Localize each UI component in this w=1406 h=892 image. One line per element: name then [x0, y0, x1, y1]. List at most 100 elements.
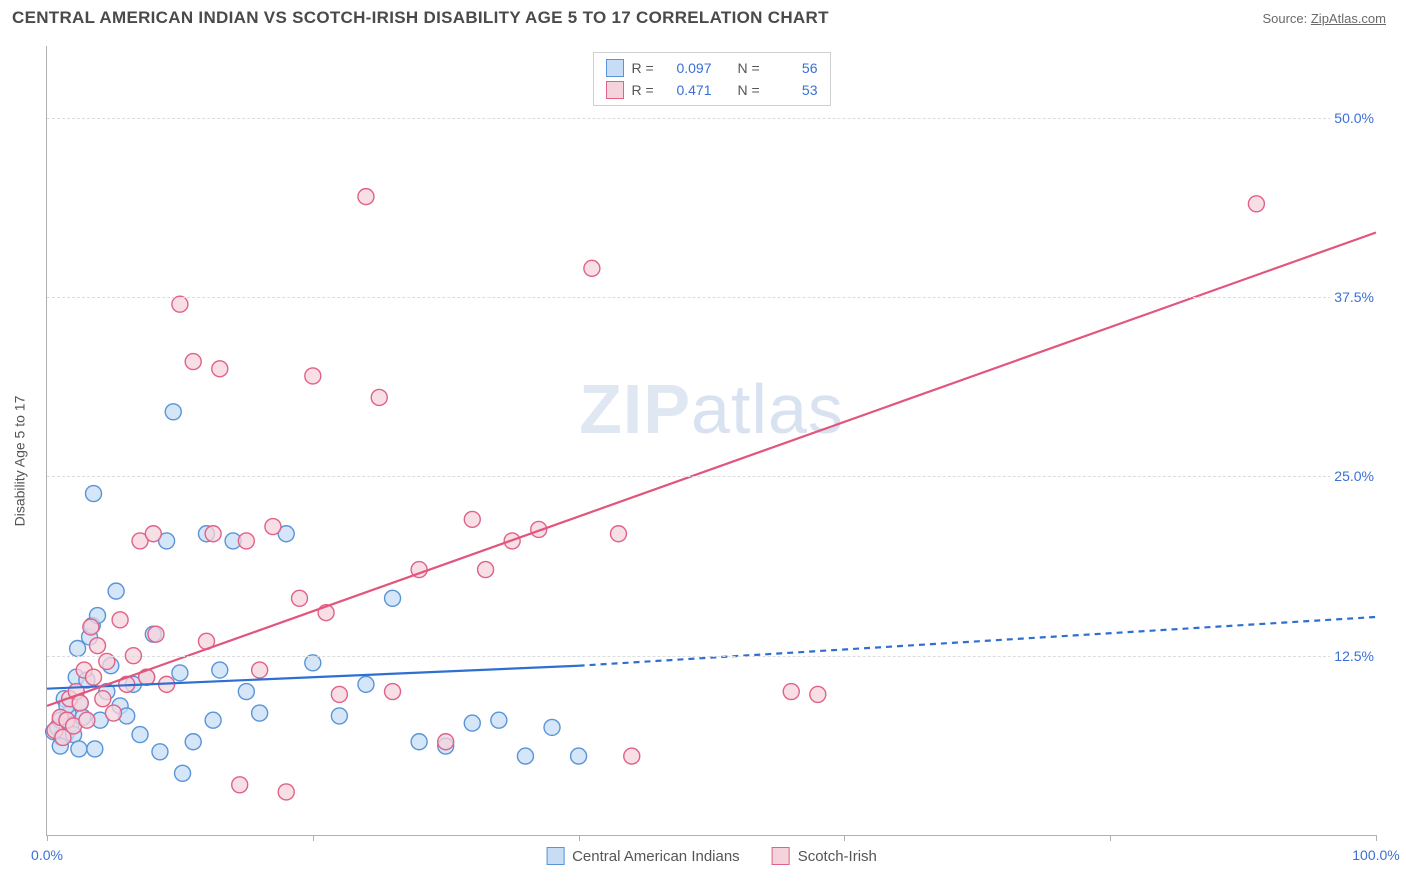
data-point — [610, 526, 626, 542]
y-tick-label: 12.5% — [1330, 648, 1378, 664]
x-tick-mark — [313, 835, 314, 841]
trend-line — [579, 617, 1376, 666]
data-point — [83, 619, 99, 635]
y-tick-label: 25.0% — [1330, 468, 1378, 484]
chart-container: Disability Age 5 to 17 ZIPatlas R = 0.09… — [0, 36, 1406, 886]
correlation-row-b: R = 0.471 N = 53 — [606, 79, 818, 101]
gridline — [47, 297, 1376, 298]
data-point — [252, 662, 268, 678]
scatter-svg — [47, 46, 1376, 835]
x-tick-mark — [1376, 835, 1377, 841]
data-point — [810, 686, 826, 702]
data-point — [464, 511, 480, 527]
r-value-a: 0.097 — [666, 60, 712, 76]
data-point — [292, 590, 308, 606]
source-link[interactable]: ZipAtlas.com — [1311, 11, 1386, 26]
legend-label-b: Scotch-Irish — [798, 848, 877, 865]
data-point — [148, 626, 164, 642]
y-axis-label-container: Disability Age 5 to 17 — [4, 36, 34, 886]
data-point — [331, 708, 347, 724]
data-point — [86, 669, 102, 685]
data-point — [232, 777, 248, 793]
x-tick-label: 0.0% — [31, 847, 63, 863]
data-point — [252, 705, 268, 721]
data-point — [305, 368, 321, 384]
y-axis-label: Disability Age 5 to 17 — [11, 396, 27, 527]
data-point — [172, 665, 188, 681]
data-point — [624, 748, 640, 764]
x-tick-mark — [579, 835, 580, 841]
data-point — [1248, 196, 1264, 212]
legend-label-a: Central American Indians — [572, 848, 740, 865]
data-point — [105, 705, 121, 721]
series-legend: Central American Indians Scotch-Irish — [546, 847, 877, 865]
data-point — [152, 744, 168, 760]
r-label: R = — [632, 60, 658, 76]
legend-item-a: Central American Indians — [546, 847, 740, 865]
chart-title: CENTRAL AMERICAN INDIAN VS SCOTCH-IRISH … — [12, 8, 829, 28]
data-point — [265, 519, 281, 535]
gridline — [47, 656, 1376, 657]
data-point — [358, 676, 374, 692]
data-point — [87, 741, 103, 757]
data-point — [331, 686, 347, 702]
swatch-series-b — [772, 847, 790, 865]
data-point — [438, 734, 454, 750]
data-point — [517, 748, 533, 764]
data-point — [172, 296, 188, 312]
data-point — [72, 695, 88, 711]
data-point — [385, 590, 401, 606]
swatch-series-a — [546, 847, 564, 865]
y-tick-label: 37.5% — [1330, 289, 1378, 305]
data-point — [411, 734, 427, 750]
data-point — [132, 727, 148, 743]
chart-header: CENTRAL AMERICAN INDIAN VS SCOTCH-IRISH … — [0, 0, 1406, 36]
data-point — [90, 638, 106, 654]
data-point — [175, 765, 191, 781]
data-point — [95, 691, 111, 707]
data-point — [544, 719, 560, 735]
correlation-legend: R = 0.097 N = 56 R = 0.471 N = 53 — [593, 52, 831, 106]
r-value-b: 0.471 — [666, 82, 712, 98]
data-point — [478, 562, 494, 578]
data-point — [112, 612, 128, 628]
x-tick-mark — [1110, 835, 1111, 841]
data-point — [238, 684, 254, 700]
data-point — [783, 684, 799, 700]
correlation-row-a: R = 0.097 N = 56 — [606, 57, 818, 79]
data-point — [145, 526, 161, 542]
data-point — [385, 684, 401, 700]
source-label: Source: — [1262, 11, 1310, 26]
data-point — [238, 533, 254, 549]
data-point — [212, 662, 228, 678]
x-tick-label: 100.0% — [1352, 847, 1399, 863]
data-point — [571, 748, 587, 764]
data-point — [491, 712, 507, 728]
source-attribution: Source: ZipAtlas.com — [1262, 11, 1386, 26]
swatch-series-b — [606, 81, 624, 99]
data-point — [185, 354, 201, 370]
gridline — [47, 118, 1376, 119]
data-point — [205, 526, 221, 542]
plot-area: ZIPatlas R = 0.097 N = 56 R = 0.471 N = … — [46, 46, 1376, 836]
trend-line — [47, 232, 1376, 705]
gridline — [47, 476, 1376, 477]
data-point — [205, 712, 221, 728]
x-tick-mark — [47, 835, 48, 841]
n-value-b: 53 — [772, 82, 818, 98]
data-point — [165, 404, 181, 420]
n-value-a: 56 — [772, 60, 818, 76]
r-label: R = — [632, 82, 658, 98]
data-point — [305, 655, 321, 671]
data-point — [71, 741, 87, 757]
x-tick-mark — [844, 835, 845, 841]
data-point — [278, 784, 294, 800]
data-point — [584, 260, 600, 276]
data-point — [79, 712, 95, 728]
data-point — [464, 715, 480, 731]
data-point — [358, 189, 374, 205]
swatch-series-a — [606, 59, 624, 77]
data-point — [108, 583, 124, 599]
y-tick-label: 50.0% — [1330, 110, 1378, 126]
data-point — [212, 361, 228, 377]
